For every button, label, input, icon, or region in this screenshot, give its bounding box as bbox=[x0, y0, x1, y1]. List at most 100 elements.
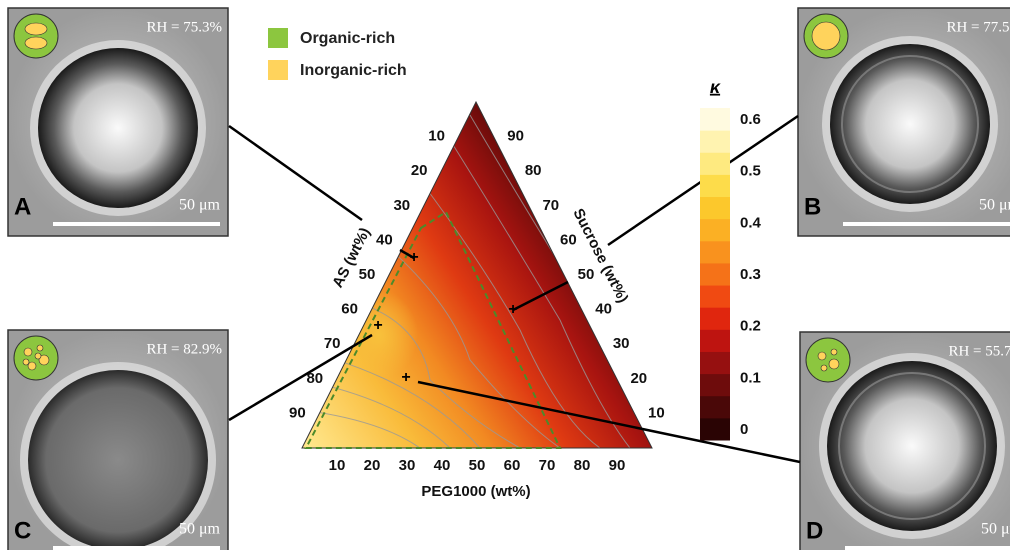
colorbar-band bbox=[700, 130, 730, 153]
right-axis-title: Sucrose (wt%) bbox=[569, 206, 631, 306]
figure: RH = 75.3% 50 μm A RH = 77.5% 50 μm B RH = 82.… bbox=[0, 0, 1010, 550]
bottom-axis-title: PEG1000 (wt%) bbox=[421, 483, 530, 500]
svg-text:+: + bbox=[508, 301, 517, 318]
right-tick-label: 20 bbox=[630, 370, 647, 387]
colorbar-band bbox=[700, 285, 730, 308]
legend-label: Organic-rich bbox=[300, 30, 395, 47]
bottom-tick-label: 20 bbox=[364, 457, 381, 474]
scale-label: 50 μm bbox=[981, 521, 1010, 538]
bottom-tick-label: 30 bbox=[399, 457, 416, 474]
droplet bbox=[38, 48, 198, 208]
left-tick-label: 10 bbox=[428, 128, 445, 145]
panel-letter: C bbox=[14, 517, 31, 544]
inset bbox=[14, 14, 58, 58]
rh-label: RH = 55.7% bbox=[948, 343, 1010, 359]
panel: RH = 55.7% 50 μm D bbox=[800, 332, 1010, 550]
inset-phase bbox=[831, 349, 837, 355]
colorbar: 0 0.1 0.2 0.3 0.4 0.5 0.6 κ bbox=[700, 77, 762, 441]
colorbar-band bbox=[700, 263, 730, 286]
panel-image: RH = 77.5% 50 μm B bbox=[798, 8, 1010, 236]
inset-phase bbox=[829, 359, 839, 369]
left-tick-label: 70 bbox=[324, 335, 341, 352]
inset-phase bbox=[37, 345, 43, 351]
colorbar-tick-label: 0.4 bbox=[740, 214, 762, 231]
colorbar-band bbox=[700, 108, 730, 131]
panel-letter: D bbox=[806, 517, 823, 544]
scale-label: 50 μm bbox=[179, 521, 221, 538]
panel: RH = 82.9% 50 μm C bbox=[8, 330, 228, 550]
panel-image: RH = 75.3% 50 μm A bbox=[8, 8, 228, 236]
inset-phase bbox=[821, 365, 827, 371]
right-tick-label: 50 bbox=[578, 266, 595, 283]
colorbar-band bbox=[700, 307, 730, 330]
right-tick-label: 30 bbox=[613, 335, 630, 352]
right-tick-label: 10 bbox=[648, 404, 665, 421]
panel-letter: A bbox=[14, 193, 31, 220]
bottom-tick-label: 60 bbox=[504, 457, 521, 474]
scale-label: 50 μm bbox=[179, 197, 221, 214]
rh-label: RH = 77.5% bbox=[946, 19, 1010, 35]
ternary-fill bbox=[302, 102, 652, 448]
right-tick-label: 70 bbox=[542, 197, 559, 214]
inset-phase bbox=[24, 348, 32, 356]
colorbar-tick-label: 0.6 bbox=[740, 111, 761, 128]
colorbar-band bbox=[700, 219, 730, 242]
colorbar-tick-label: 0 bbox=[740, 421, 748, 438]
right-tick-label: 90 bbox=[507, 128, 524, 145]
left-tick-label: 20 bbox=[411, 162, 428, 179]
inset-phase bbox=[28, 362, 36, 370]
colorbar-tick-label: 0.1 bbox=[740, 369, 761, 386]
ternary-plot bbox=[302, 102, 652, 448]
panel-letter: B bbox=[804, 193, 821, 220]
colorbar-band bbox=[700, 351, 730, 374]
inset-phase bbox=[35, 353, 41, 359]
colorbar-tick-label: 0.3 bbox=[740, 266, 761, 283]
colorbar-title: κ bbox=[710, 77, 721, 97]
colorbar-band bbox=[700, 197, 730, 220]
panel-image: RH = 55.7% 50 μm D bbox=[800, 332, 1010, 550]
panel: RH = 77.5% 50 μm B bbox=[798, 8, 1010, 236]
colorbar-band bbox=[700, 241, 730, 264]
colorbar-band bbox=[700, 374, 730, 397]
right-tick-label: 40 bbox=[595, 301, 612, 318]
bottom-tick-label: 10 bbox=[329, 457, 346, 474]
scale-label: 50 μm bbox=[979, 197, 1010, 214]
inset-phase bbox=[25, 37, 47, 49]
bottom-tick-label: 70 bbox=[539, 457, 556, 474]
legend: Organic-rich Inorganic-rich bbox=[268, 28, 407, 80]
colorbar-band bbox=[700, 329, 730, 352]
left-tick-label: 40 bbox=[376, 231, 393, 248]
rh-label: RH = 75.3% bbox=[146, 19, 222, 35]
left-tick-label: 30 bbox=[393, 197, 410, 214]
left-tick-label: 80 bbox=[306, 370, 323, 387]
panel: RH = 75.3% 50 μm A bbox=[8, 8, 228, 236]
inset-phase bbox=[23, 359, 29, 365]
legend-swatch bbox=[268, 28, 288, 48]
colorbar-tick-label: 0.5 bbox=[740, 163, 761, 180]
bottom-tick-label: 90 bbox=[609, 457, 626, 474]
svg-text:+: + bbox=[409, 249, 418, 266]
left-tick-label: 90 bbox=[289, 404, 306, 421]
bottom-tick-label: 80 bbox=[574, 457, 591, 474]
right-tick-label: 60 bbox=[560, 231, 577, 248]
left-tick-label: 60 bbox=[341, 301, 358, 318]
right-tick-label: 80 bbox=[525, 162, 542, 179]
inset-phase bbox=[25, 23, 47, 35]
legend-label: Inorganic-rich bbox=[300, 62, 407, 79]
inset bbox=[806, 338, 850, 382]
colorbar-band bbox=[700, 152, 730, 175]
droplet bbox=[827, 361, 997, 531]
bottom-tick-label: 50 bbox=[469, 457, 486, 474]
svg-text:+: + bbox=[401, 369, 410, 386]
svg-text:+: + bbox=[373, 317, 382, 334]
colorbar-band bbox=[700, 174, 730, 197]
rh-label: RH = 82.9% bbox=[146, 341, 222, 357]
left-tick-label: 50 bbox=[359, 266, 376, 283]
inset-phase bbox=[818, 352, 826, 360]
inset-phase bbox=[812, 22, 840, 50]
bottom-tick-label: 40 bbox=[434, 457, 451, 474]
colorbar-band bbox=[700, 418, 730, 441]
colorbar-band bbox=[700, 396, 730, 419]
colorbar-tick-label: 0.2 bbox=[740, 318, 761, 335]
legend-swatch bbox=[268, 60, 288, 80]
